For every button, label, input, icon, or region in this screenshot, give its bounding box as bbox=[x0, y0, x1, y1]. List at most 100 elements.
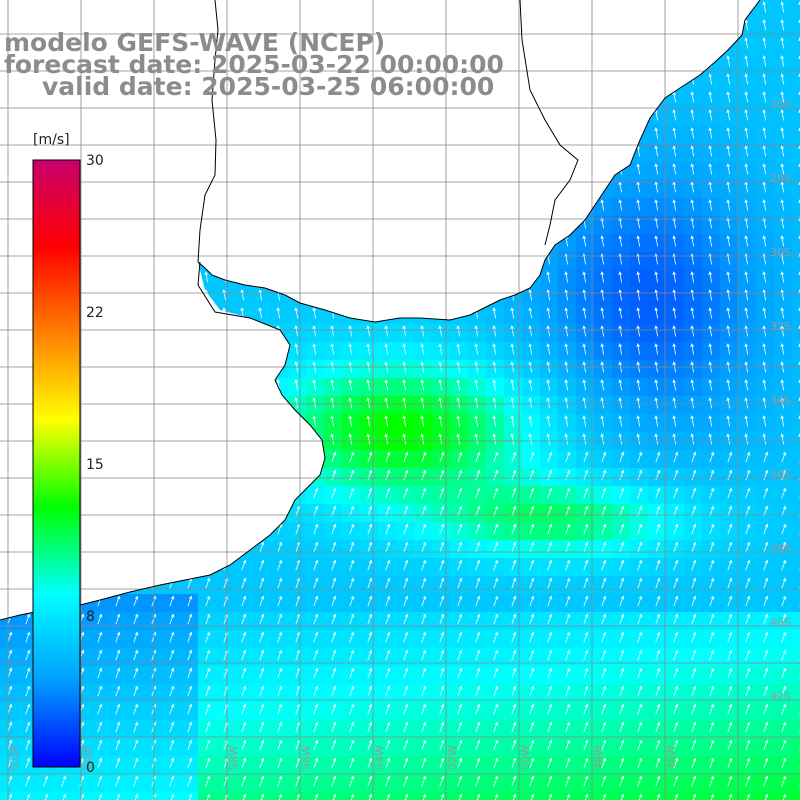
wind-cell bbox=[666, 576, 685, 595]
wind-cell bbox=[18, 720, 37, 739]
wind-cell bbox=[90, 774, 109, 793]
wind-cell bbox=[576, 324, 595, 343]
wind-cell bbox=[756, 234, 775, 253]
wind-cell bbox=[540, 648, 559, 667]
wind-cell bbox=[738, 108, 757, 127]
land-mass bbox=[0, 0, 760, 322]
wind-cell bbox=[162, 756, 181, 775]
wind-arrow bbox=[241, 739, 247, 751]
wind-cell bbox=[684, 504, 703, 523]
wind-arrow bbox=[439, 757, 445, 769]
wind-arrow bbox=[654, 145, 659, 157]
wind-cell bbox=[630, 720, 649, 739]
wind-arrow bbox=[474, 325, 479, 337]
wind-cell bbox=[756, 18, 775, 37]
wind-cell bbox=[144, 612, 163, 631]
wind-arrow bbox=[331, 559, 337, 571]
wind-cell bbox=[630, 540, 649, 559]
wind-cell bbox=[144, 666, 163, 685]
wind-arrow bbox=[654, 307, 659, 319]
wind-cell bbox=[324, 738, 343, 757]
wind-cell bbox=[342, 702, 361, 721]
wind-cell bbox=[144, 720, 163, 739]
wind-cell bbox=[252, 666, 271, 685]
wind-arrow bbox=[781, 775, 787, 787]
wind-arrow bbox=[511, 685, 517, 697]
wind-arrow bbox=[763, 451, 769, 463]
wind-cell bbox=[522, 738, 541, 757]
wind-arrow bbox=[457, 469, 463, 481]
wind-arrow bbox=[97, 739, 103, 751]
wind-cell bbox=[738, 540, 757, 559]
wind-cell bbox=[576, 306, 595, 325]
wind-arrow bbox=[583, 577, 589, 589]
wind-arrow bbox=[403, 523, 409, 535]
wind-cell bbox=[414, 432, 433, 451]
wind-cell bbox=[666, 720, 685, 739]
wind-cell bbox=[252, 288, 271, 307]
wind-cell bbox=[702, 216, 721, 235]
wind-cell bbox=[486, 702, 505, 721]
wind-cell bbox=[468, 360, 487, 379]
wind-cell bbox=[666, 756, 685, 775]
wind-cell bbox=[720, 432, 739, 451]
wind-cell bbox=[342, 558, 361, 577]
wind-cell bbox=[180, 702, 199, 721]
wind-cell bbox=[756, 324, 775, 343]
wind-cell bbox=[396, 558, 415, 577]
wind-arrow bbox=[510, 433, 515, 445]
wind-arrow bbox=[439, 595, 445, 607]
colorbar-tick-15: 15 bbox=[86, 457, 104, 473]
wind-cell bbox=[756, 756, 775, 775]
wind-arrow bbox=[583, 595, 589, 607]
wind-cell bbox=[378, 774, 397, 793]
wind-cell bbox=[756, 378, 775, 397]
wind-arrow bbox=[456, 433, 461, 445]
wind-cell bbox=[342, 684, 361, 703]
wind-cell bbox=[792, 594, 800, 613]
wind-arrow bbox=[673, 739, 679, 751]
wind-arrow bbox=[690, 433, 695, 445]
wind-cell bbox=[288, 342, 307, 361]
wind-arrow bbox=[600, 217, 605, 229]
wind-arrow bbox=[456, 397, 461, 409]
wind-arrow bbox=[708, 73, 713, 85]
wind-cell bbox=[324, 522, 343, 541]
wind-cell bbox=[378, 702, 397, 721]
wind-cell bbox=[522, 468, 541, 487]
wind-cell bbox=[612, 774, 631, 793]
wind-cell bbox=[468, 396, 487, 415]
wind-cell bbox=[108, 702, 127, 721]
wind-arrow bbox=[708, 271, 713, 283]
wind-arrow bbox=[457, 451, 463, 463]
wind-cell bbox=[738, 198, 757, 217]
wind-arrow bbox=[745, 721, 751, 733]
wind-cell bbox=[756, 630, 775, 649]
wind-arrow bbox=[331, 595, 337, 607]
wind-arrow bbox=[349, 613, 355, 625]
wind-arrow bbox=[349, 595, 355, 607]
wind-cell bbox=[684, 180, 703, 199]
wind-cell bbox=[558, 468, 577, 487]
wind-arrow bbox=[492, 343, 497, 355]
wind-cell bbox=[702, 306, 721, 325]
wind-cell bbox=[162, 630, 181, 649]
wind-cell bbox=[738, 360, 757, 379]
wind-cell bbox=[774, 324, 793, 343]
wind-cell bbox=[306, 324, 325, 343]
wind-cell bbox=[522, 522, 541, 541]
wind-cell bbox=[324, 450, 343, 469]
wind-cell bbox=[342, 738, 361, 757]
wind-cell bbox=[378, 414, 397, 433]
wind-arrow bbox=[708, 109, 713, 121]
wind-cell bbox=[342, 540, 361, 559]
wind-arrow bbox=[312, 397, 317, 409]
wind-cell bbox=[144, 630, 163, 649]
wind-cell bbox=[738, 270, 757, 289]
wind-cell bbox=[648, 504, 667, 523]
wind-cell bbox=[666, 270, 685, 289]
wind-arrow bbox=[565, 595, 571, 607]
wind-cell bbox=[630, 432, 649, 451]
wind-arrow bbox=[456, 379, 461, 391]
wind-cell bbox=[306, 360, 325, 379]
